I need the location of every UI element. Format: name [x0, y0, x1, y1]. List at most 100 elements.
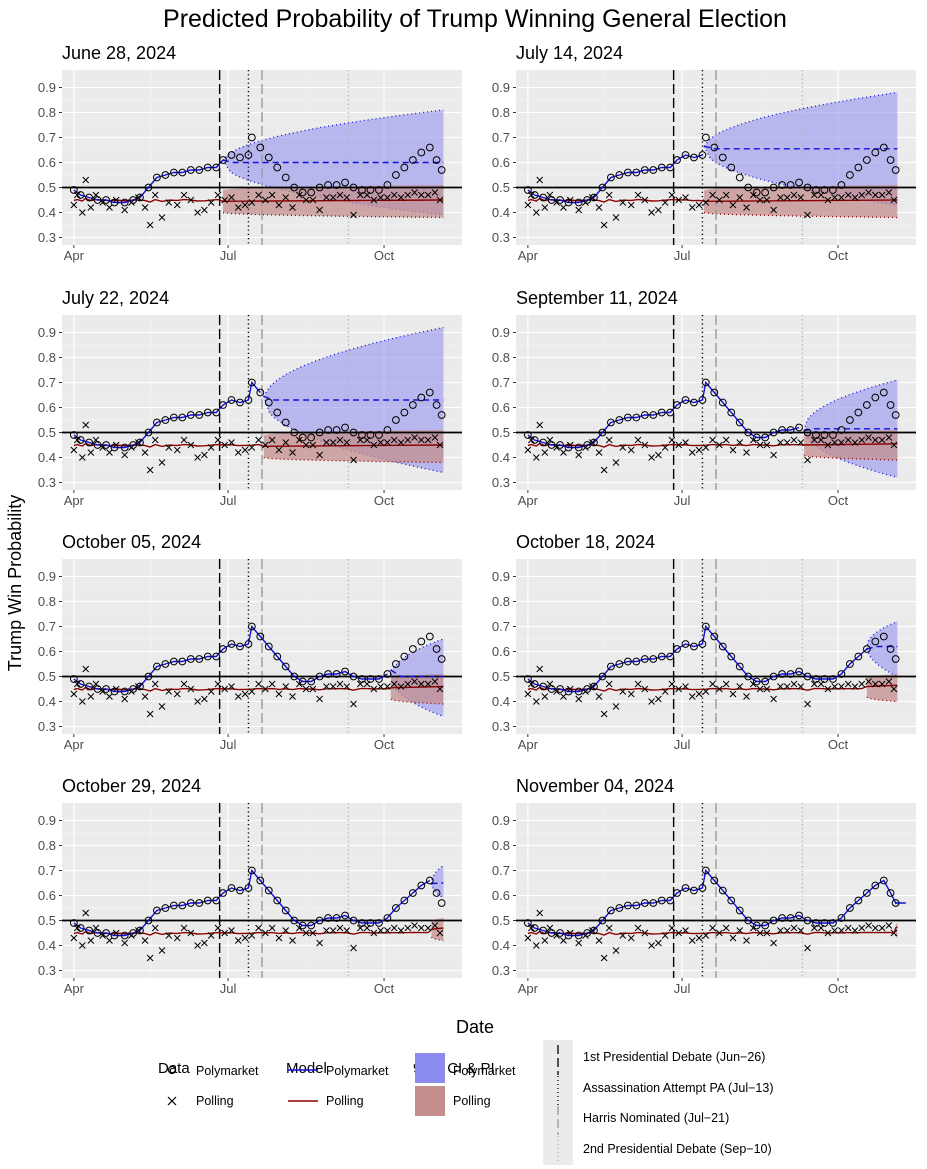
y-tick-label: 0.6 — [492, 155, 510, 170]
polling-point — [390, 191, 398, 199]
polymarket-point — [752, 433, 761, 442]
polymarket-point — [349, 916, 358, 925]
polling-point — [329, 683, 337, 690]
polling-point — [82, 909, 90, 917]
chart-title: Predicted Probability of Trump Winning G… — [163, 5, 787, 33]
polling-point — [424, 680, 432, 688]
polling-point — [790, 191, 798, 199]
polling-point — [201, 695, 208, 703]
polling-point — [343, 439, 351, 446]
polymarket-point — [161, 904, 170, 912]
polling-point — [661, 199, 669, 206]
polling-point — [595, 693, 603, 700]
polymarket-ci-ribbon — [704, 92, 898, 205]
polling-point — [770, 206, 777, 214]
polling-point — [121, 695, 129, 703]
polling-point — [316, 451, 323, 459]
polling-point — [411, 189, 418, 196]
polling-ci-lower — [222, 211, 444, 219]
polymarket-ci-upper — [430, 864, 444, 884]
polymarket-point — [169, 901, 178, 910]
polling-point — [309, 929, 317, 937]
polymarket-point — [718, 153, 727, 162]
polymarket-point — [574, 198, 583, 207]
polymarket-point — [307, 433, 316, 442]
panel-title: November 04, 2024 — [516, 776, 674, 796]
polymarket-point — [219, 401, 227, 409]
polymarket-point — [93, 685, 102, 693]
polling-point — [241, 201, 249, 209]
polymarket-ci-ribbon — [866, 621, 898, 677]
polling-point — [146, 710, 154, 718]
polling-point — [158, 459, 166, 466]
polling-point — [749, 924, 757, 932]
polymarket-point — [701, 378, 710, 387]
polymarket-point — [598, 183, 607, 192]
polling-point — [106, 449, 113, 456]
polymarket-point — [891, 411, 900, 419]
polling-point — [70, 201, 78, 209]
polymarket-point — [795, 911, 803, 920]
polling-point — [682, 683, 689, 690]
polymarket-point — [657, 896, 666, 905]
polling-point — [804, 211, 811, 219]
polling-point — [282, 683, 290, 690]
polymarket-point — [854, 163, 863, 172]
polymarket-point — [85, 682, 94, 691]
polymarket-point — [178, 168, 187, 177]
polling-point — [384, 927, 391, 934]
polymarket-point — [583, 441, 592, 449]
polling-point — [221, 441, 229, 449]
polymarket-point — [539, 193, 548, 202]
polymarket-point — [727, 896, 736, 905]
polymarket-point — [153, 662, 161, 671]
legend-ci-polymarket: Polymarket — [453, 1064, 516, 1078]
polymarket-point — [425, 143, 434, 152]
polling-point — [417, 924, 425, 932]
polymarket-point — [735, 173, 744, 182]
polling-point — [668, 924, 676, 932]
polling-point — [722, 436, 730, 444]
polling-point — [241, 690, 249, 698]
polling-point — [350, 700, 357, 708]
polling-point — [221, 685, 229, 693]
polling-point — [532, 454, 540, 461]
y-tick-label: 0.8 — [38, 350, 56, 365]
polymarket-point — [425, 632, 434, 641]
polymarket-point — [203, 163, 212, 172]
y-tick-label: 0.7 — [492, 130, 510, 145]
polling-point — [431, 678, 439, 685]
polling-point — [536, 421, 544, 429]
polling-point — [824, 196, 832, 204]
polling-point — [309, 685, 317, 693]
polling-point — [736, 927, 744, 934]
polling-point — [595, 937, 603, 944]
polling-point — [688, 449, 696, 456]
polymarket-point — [383, 670, 392, 678]
polymarket-point — [666, 408, 675, 417]
polling-point — [890, 441, 898, 449]
polling-point — [336, 436, 344, 444]
legend-model-polling: Polling — [326, 1094, 364, 1108]
legend-model-polymarket: Polymarket — [326, 1064, 389, 1078]
polling-point — [858, 436, 866, 444]
polling-point — [851, 683, 859, 690]
polling-point — [661, 688, 669, 695]
polymarket-point — [227, 396, 236, 404]
polymarket-point — [408, 401, 417, 409]
polling-point — [838, 683, 845, 690]
polling-point — [262, 196, 269, 204]
polymarket-point — [236, 153, 244, 162]
polymarket-point — [871, 148, 880, 157]
polling-point — [384, 439, 391, 446]
polymarket-point — [583, 685, 592, 693]
polymarket-point — [590, 682, 598, 691]
polymarket-point — [102, 685, 110, 693]
polymarket-point — [195, 166, 204, 174]
polling-point — [858, 924, 866, 932]
legend: Data Polymarket Polling Model Polymarket… — [158, 1040, 774, 1165]
polymarket-point — [212, 652, 221, 661]
polymarket-point — [710, 876, 719, 885]
polling-point — [600, 466, 608, 474]
